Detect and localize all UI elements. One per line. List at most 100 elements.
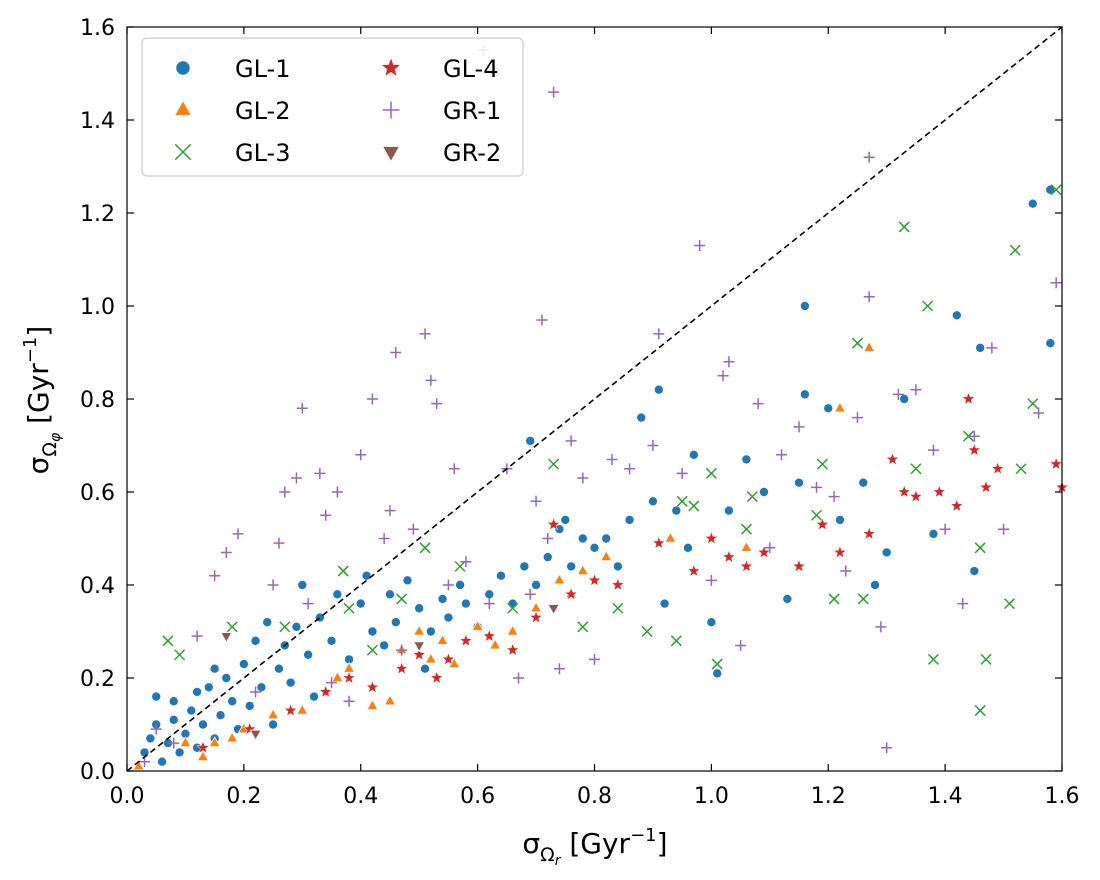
point-gl-1 xyxy=(601,533,612,544)
point-gl-2 xyxy=(267,708,280,720)
point-gr-1 xyxy=(343,695,355,707)
point-gr-1 xyxy=(793,421,805,433)
point-gl-4 xyxy=(739,559,754,573)
point-gl-2 xyxy=(331,671,344,682)
point-gl-3 xyxy=(688,500,700,512)
point-gl-1 xyxy=(139,747,150,758)
legend-marker-gl-2 xyxy=(173,99,193,116)
point-gr-1 xyxy=(419,328,431,340)
legend: GL-1 GL-2 GL-3 GL-4 GR-1 GR-2 xyxy=(141,37,524,177)
point-gl-2 xyxy=(489,638,502,650)
point-gl-4 xyxy=(897,484,912,498)
point-gl-4 xyxy=(990,461,1005,475)
point-gr-1 xyxy=(483,598,495,610)
point-gl-4 xyxy=(441,652,456,666)
point-gl-3 xyxy=(226,621,238,633)
point-gl-1 xyxy=(683,542,694,553)
point-gl-1 xyxy=(589,542,600,553)
point-gr-1 xyxy=(366,393,378,405)
point-gl-2 xyxy=(664,531,677,543)
point-gr-1 xyxy=(875,621,887,633)
y-tick-label: 1.0 xyxy=(80,295,115,320)
point-gr-1 xyxy=(998,523,1010,535)
point-gr-2 xyxy=(249,729,262,741)
point-gl-1 xyxy=(741,454,752,465)
point-gr-1 xyxy=(606,453,618,465)
point-gl-4 xyxy=(862,526,876,540)
point-gl-1 xyxy=(495,570,506,581)
point-gr-1 xyxy=(968,430,980,442)
point-gl-1 xyxy=(291,621,302,632)
point-gl-4 xyxy=(611,577,625,591)
point-gr-1 xyxy=(881,742,893,754)
point-gl-4 xyxy=(564,587,578,601)
point-gl-1 xyxy=(221,673,232,684)
point-gl-2 xyxy=(424,652,437,664)
point-gl-1 xyxy=(1045,338,1056,349)
point-gl-2 xyxy=(296,703,309,715)
point-gr-1 xyxy=(250,686,262,698)
y-tick-label: 1.6 xyxy=(80,16,115,41)
point-gr-1 xyxy=(232,528,244,540)
point-gl-3 xyxy=(641,625,653,638)
point-gl-1 xyxy=(799,389,810,400)
point-gr-1 xyxy=(577,472,589,484)
legend-item-gl-1: GL-1 xyxy=(175,55,290,83)
point-gl-4 xyxy=(792,559,806,573)
point-gl-3 xyxy=(419,542,431,554)
point-gl-4 xyxy=(283,703,298,717)
point-gl-1 xyxy=(624,514,635,525)
point-gl-1 xyxy=(870,580,881,591)
point-gl-1 xyxy=(969,566,980,577)
point-gl-2 xyxy=(413,624,426,636)
point-gr-1 xyxy=(331,486,343,498)
x-tick-label: 0.8 xyxy=(577,784,612,809)
point-gr-1 xyxy=(296,402,308,414)
point-gr-2 xyxy=(547,604,560,616)
point-gl-1 xyxy=(262,617,273,628)
point-gl-1 xyxy=(647,496,658,507)
point-gl-3 xyxy=(279,621,291,633)
point-gl-1 xyxy=(203,682,214,693)
point-gr-1 xyxy=(1033,407,1045,419)
series-gl-4 xyxy=(196,391,1069,754)
point-gl-4 xyxy=(529,610,543,624)
point-gl-1 xyxy=(174,747,185,758)
point-gl-3 xyxy=(162,635,174,647)
point-gl-1 xyxy=(1027,198,1038,209)
legend-item-gr-2: GR-2 xyxy=(381,139,501,167)
point-gr-1 xyxy=(320,509,332,521)
point-gl-4 xyxy=(365,680,380,694)
point-gl-2 xyxy=(179,736,192,748)
point-gl-2 xyxy=(436,633,449,645)
point-gr-1 xyxy=(191,630,203,642)
point-gl-1 xyxy=(560,514,571,525)
point-gr-1 xyxy=(524,588,536,600)
point-gl-3 xyxy=(746,491,758,503)
point-gl-2 xyxy=(576,564,589,576)
point-gr-1 xyxy=(811,481,823,493)
point-gl-4 xyxy=(967,442,982,456)
point-gl-1 xyxy=(577,533,588,544)
y-tick-label: 0.6 xyxy=(80,481,115,506)
point-gl-1 xyxy=(250,635,261,646)
point-gl-3 xyxy=(1009,244,1021,256)
point-gl-1 xyxy=(653,384,664,395)
point-gl-2 xyxy=(208,736,221,748)
point-gl-3 xyxy=(1003,598,1015,610)
legend-label: GL-1 xyxy=(235,55,290,83)
legend-label: GL-3 xyxy=(235,139,290,167)
legend-label: GR-2 xyxy=(443,139,501,167)
point-gl-1 xyxy=(636,412,647,423)
y-tick-label: 1.2 xyxy=(80,202,115,227)
point-gl-3 xyxy=(828,593,840,605)
series-gl-1 xyxy=(139,184,1056,767)
point-gr-1 xyxy=(220,546,232,558)
y-axis-label: σΩφ [Gyr−1] xyxy=(20,326,64,475)
point-gl-4 xyxy=(429,670,444,684)
point-gr-1 xyxy=(676,467,688,479)
point-gl-1 xyxy=(414,603,425,614)
point-gl-2 xyxy=(740,540,753,552)
point-gl-3 xyxy=(670,635,682,647)
point-gl-3 xyxy=(910,463,922,475)
